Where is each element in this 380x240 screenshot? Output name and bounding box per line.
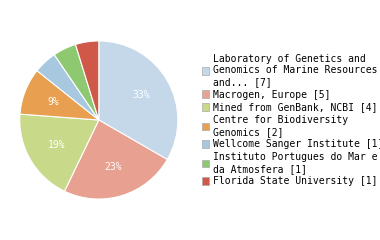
Text: 9%: 9% <box>47 97 59 107</box>
Wedge shape <box>65 120 167 199</box>
Legend: Laboratory of Genetics and
Genomics of Marine Resources
and... [7], Macrogen, Eu: Laboratory of Genetics and Genomics of M… <box>201 54 380 186</box>
Wedge shape <box>20 114 99 191</box>
Wedge shape <box>54 44 99 120</box>
Text: 19%: 19% <box>48 139 65 150</box>
Wedge shape <box>20 71 99 120</box>
Text: 33%: 33% <box>132 90 150 101</box>
Wedge shape <box>37 55 99 120</box>
Text: 23%: 23% <box>105 162 122 172</box>
Wedge shape <box>76 41 99 120</box>
Wedge shape <box>99 41 178 160</box>
